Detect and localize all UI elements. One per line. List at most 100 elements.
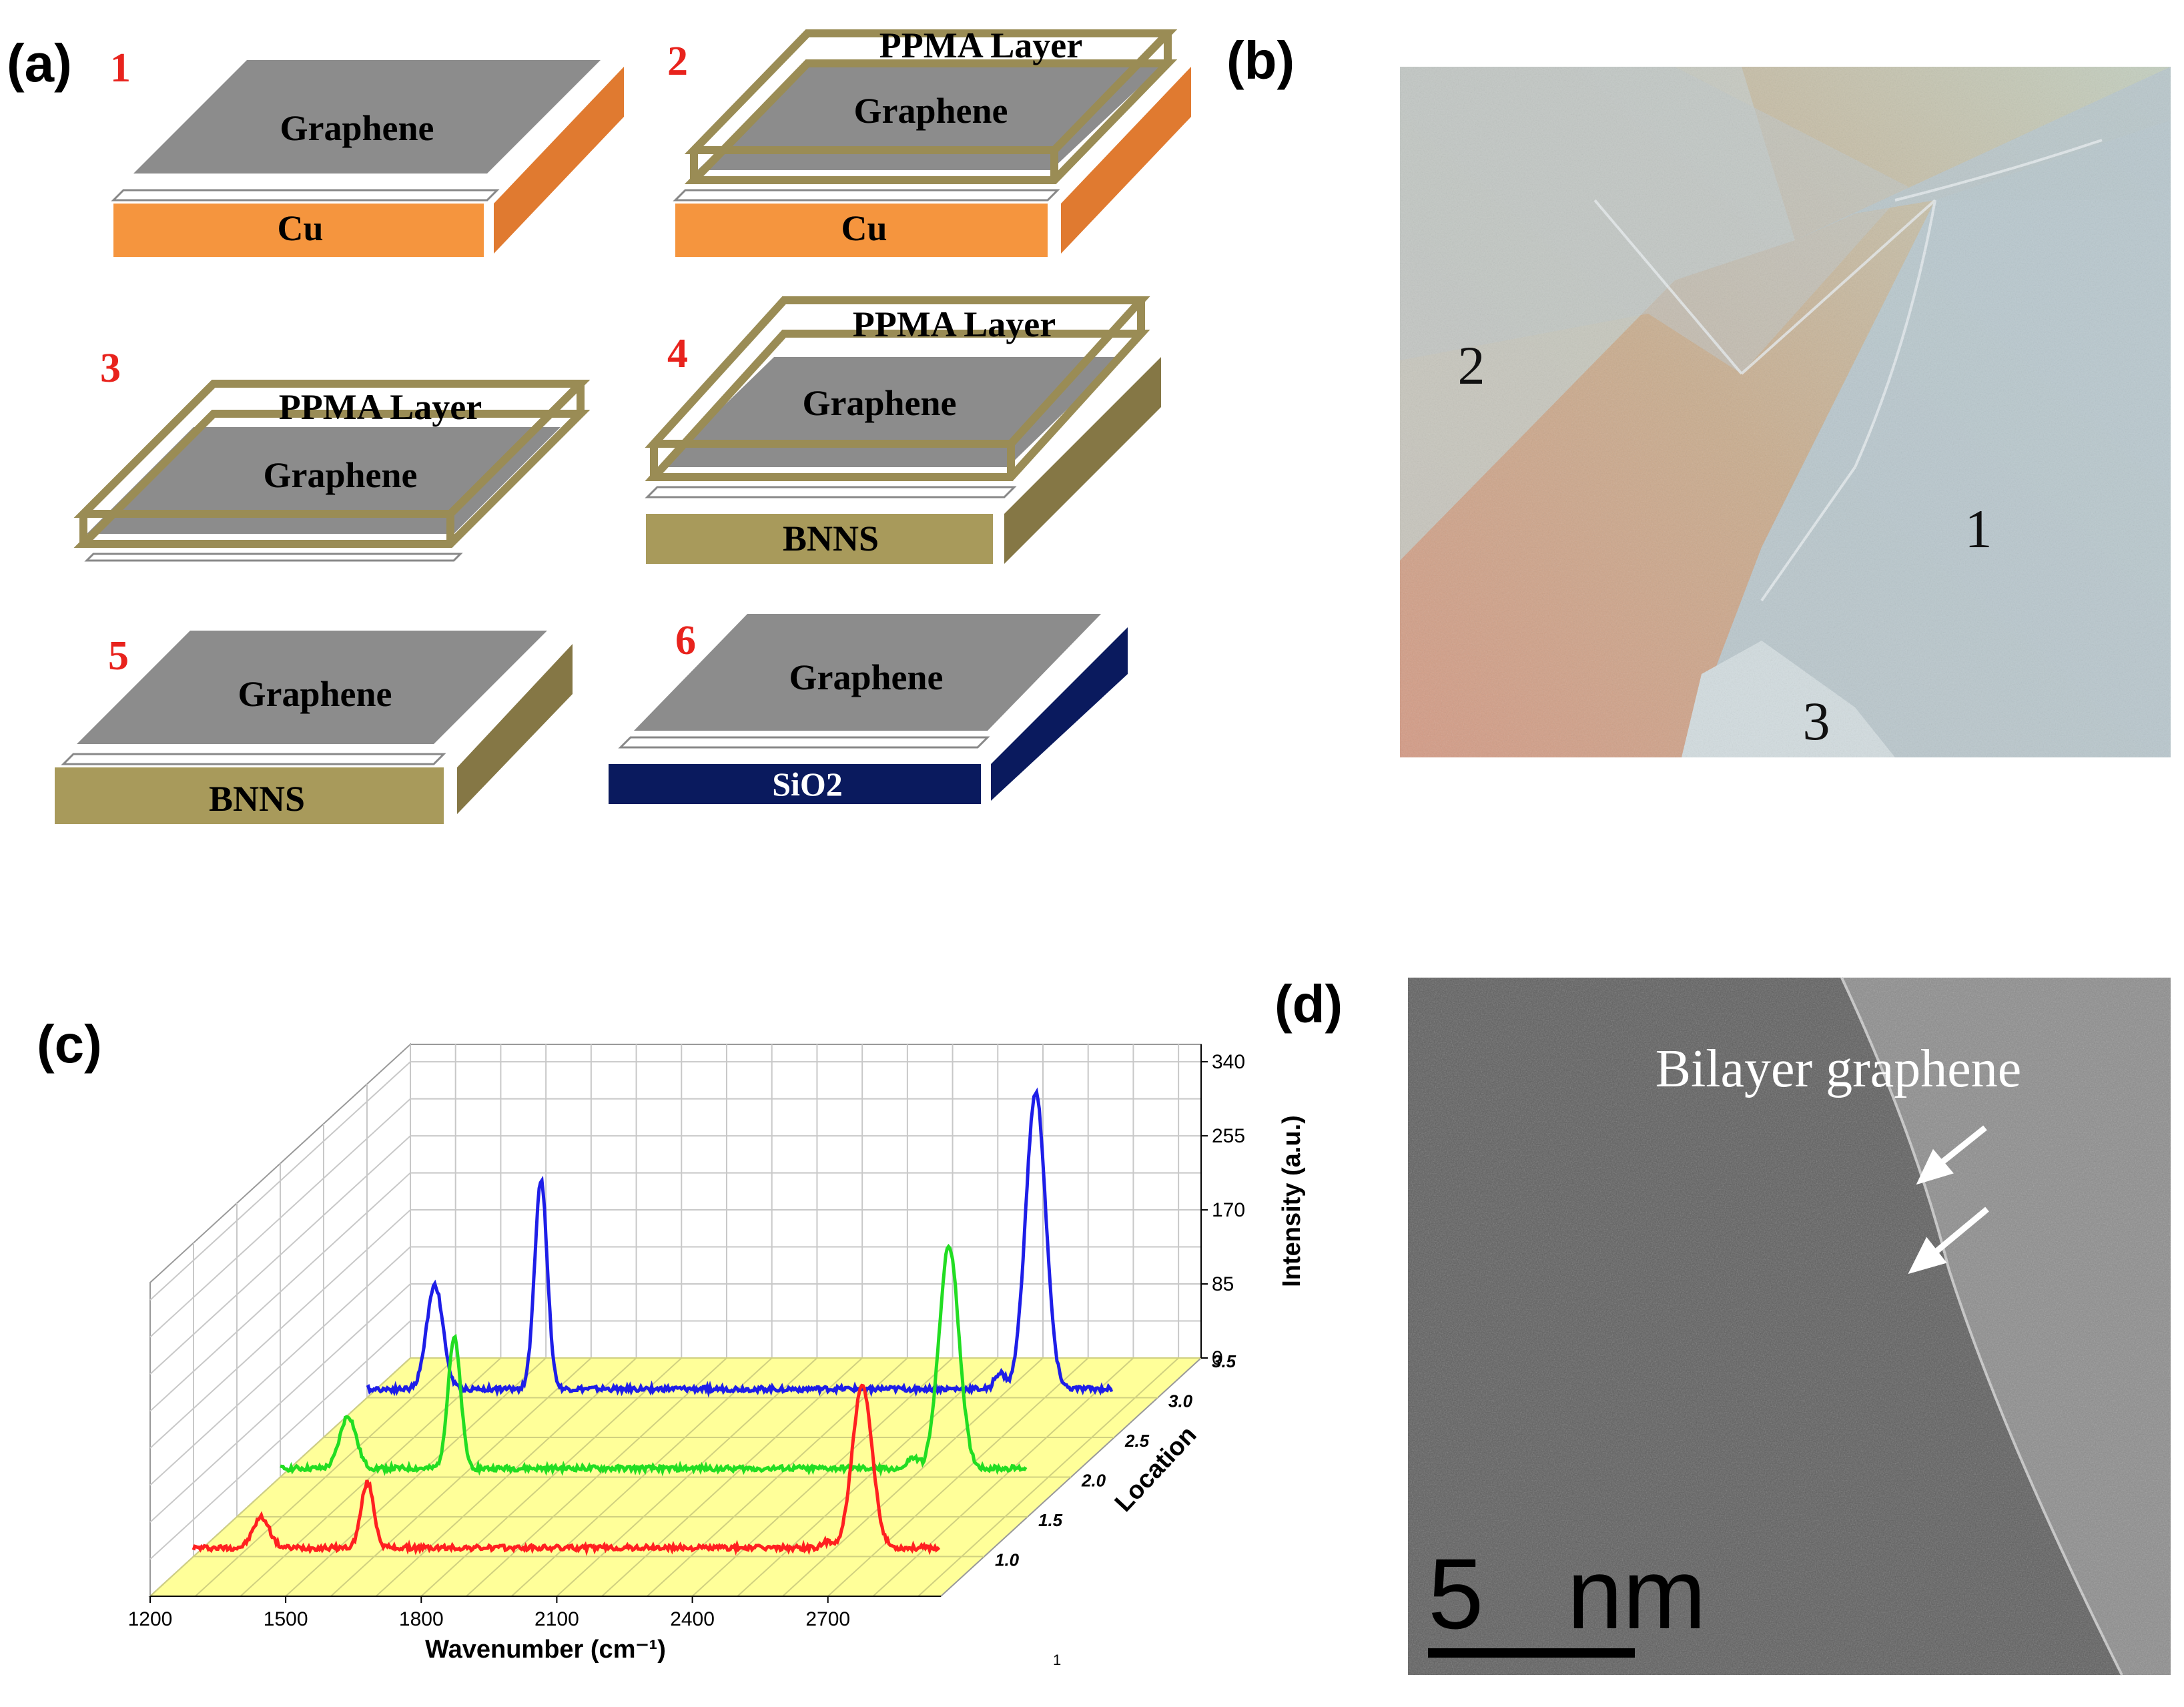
schematic-1-number: 1 <box>110 45 131 91</box>
interlayer <box>84 553 463 562</box>
spectrum-location-1 <box>192 1383 941 1557</box>
substrate-side <box>457 644 573 814</box>
y-tick-label: 255 <box>1212 1125 1245 1147</box>
grid-line <box>466 1357 727 1597</box>
substrate-front <box>55 767 444 824</box>
substrate-label: BNNS <box>209 779 305 819</box>
interlayer <box>111 189 500 202</box>
grid-line <box>195 1357 456 1597</box>
y-tick-label: 170 <box>1212 1199 1245 1221</box>
schematic-2-number: 2 <box>667 39 688 84</box>
grid-line <box>691 1357 954 1597</box>
substrate-label: Cu <box>277 208 323 248</box>
back-wall <box>410 1044 1202 1359</box>
grid-line <box>149 1357 411 1597</box>
tem-image: Bilayer graphene 5 nm <box>1408 977 2171 1676</box>
ppma-label: PPMA Layer <box>279 387 482 427</box>
substrate-side <box>991 627 1128 801</box>
graphene-label: Graphene <box>853 91 1008 131</box>
graphene-sheet <box>697 67 1161 170</box>
interlayer <box>618 736 990 749</box>
arrow-icon <box>1908 1207 1989 1275</box>
grid-line <box>918 1357 1179 1597</box>
substrate-front <box>675 204 1048 257</box>
grid-line <box>647 1357 908 1597</box>
x-tick-label: 1500 <box>264 1608 308 1630</box>
panel-d: (d) Bilayer graphene 5 nm <box>1275 974 2171 1676</box>
grid-line <box>240 1357 502 1597</box>
ppma-layer-frame <box>684 29 1178 184</box>
grid-line <box>330 1357 592 1597</box>
schematic-6: 6 Graphene SiO2 <box>609 614 1128 804</box>
raman-3d-chart: 1200 1500 1800 2100 2400 2700 Wavenumber (cm⁻¹… <box>128 1042 1306 1668</box>
ppma-layer-frame <box>73 380 591 548</box>
grid-line <box>556 1357 818 1597</box>
substrate-side <box>1061 67 1191 254</box>
grid-line <box>285 1357 547 1597</box>
schematic-3: 3 PPMA Layer Graphene <box>73 346 591 562</box>
substrate-front <box>113 204 484 257</box>
grid-line <box>737 1357 998 1597</box>
ppma-layer-frame <box>645 296 1150 481</box>
region-label-1: 1 <box>1965 498 1992 559</box>
region-label-3: 3 <box>1803 691 1830 751</box>
spectrum-location-2 <box>280 1243 1028 1477</box>
schematic-4: 4 PPMA Layer Graphene BNNS <box>645 296 1161 564</box>
region-label-2: 2 <box>1458 335 1485 396</box>
schematic-3-number: 3 <box>100 346 121 391</box>
scale-bar <box>1428 1648 1635 1658</box>
grid-line <box>375 1357 637 1597</box>
substrate-side <box>494 67 624 254</box>
substrate-side <box>1004 357 1161 564</box>
panel-b-letter: (b) <box>1226 31 1295 90</box>
z-tick-label: 1.0 <box>995 1550 1020 1570</box>
panel-a-letter: (a) <box>7 33 72 93</box>
x-tick-label: 2700 <box>805 1608 850 1630</box>
schematic-6-number: 6 <box>675 618 696 663</box>
graphene-sheet <box>133 60 601 174</box>
z-tick-label: 2.0 <box>1081 1471 1106 1491</box>
bilayer-graphene-label: Bilayer graphene <box>1656 1040 2022 1098</box>
y-tick-label: 340 <box>1212 1051 1245 1073</box>
schematic-5-number: 5 <box>108 633 129 679</box>
arrow-icon <box>1916 1125 1987 1185</box>
grid-line <box>511 1357 773 1597</box>
graphene-label: Graphene <box>789 657 943 697</box>
substrate-label: BNNS <box>783 519 879 559</box>
panel-c-letter: (c) <box>37 1014 102 1074</box>
x-axis-title: Wavenumber (cm⁻¹) <box>425 1636 666 1664</box>
graphene-sheet <box>661 357 1121 467</box>
graphene-sheet <box>634 614 1101 731</box>
graphene-label: Graphene <box>802 383 956 423</box>
y-tick-label: 0 <box>1212 1347 1223 1369</box>
x-tick-label: 2400 <box>670 1608 715 1630</box>
interlayer <box>61 753 446 765</box>
substrate-front <box>646 514 993 564</box>
schematic-2: 2 PPMA Layer Graphene Cu <box>667 25 1191 257</box>
z-axis-title: Location <box>1110 1421 1202 1517</box>
spectrum-location-3 <box>366 1087 1114 1398</box>
grid-line <box>827 1357 1089 1597</box>
panel-c: (c) 1200 1500 1800 2100 2400 2700 Wavenumber (… <box>37 1014 1306 1668</box>
ppma-label: PPMA Layer <box>879 25 1082 65</box>
graphene-sheet <box>87 427 561 534</box>
substrate-label: Cu <box>841 208 887 248</box>
chart-footnote: 1 <box>1053 1652 1061 1668</box>
graphene-sheet <box>77 631 547 744</box>
grid-line <box>872 1357 1134 1597</box>
grid-line <box>420 1357 682 1597</box>
graphene-label: Graphene <box>280 108 434 148</box>
optical-micrograph: 2 1 3 <box>1400 67 2171 757</box>
substrate-front <box>609 764 981 804</box>
interlayer <box>673 189 1060 202</box>
grid-line <box>601 1357 863 1597</box>
schematic-1: 1 Graphene Cu <box>110 45 624 257</box>
z-tick-label: 3.5 <box>1212 1351 1236 1371</box>
graphene-label: Graphene <box>238 674 392 714</box>
x-tick-label: 1200 <box>128 1608 173 1630</box>
z-tick-label: 3.0 <box>1168 1391 1193 1411</box>
z-tick-label: 1.5 <box>1038 1510 1063 1530</box>
scale-bar-label: 5 nm <box>1428 1538 1706 1650</box>
panel-b: (b) 2 1 3 <box>1226 31 2171 757</box>
